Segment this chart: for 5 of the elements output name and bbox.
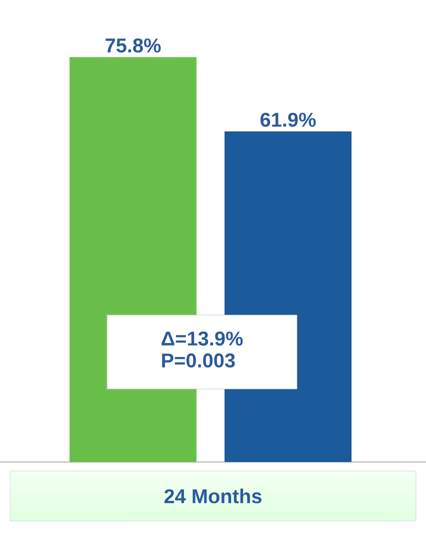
data-label: 75.8% <box>106 38 161 53</box>
annotation: P=0.003 <box>162 353 235 368</box>
annotation: Δ=13.9% <box>162 332 243 346</box>
data-label: 61.9% <box>260 112 316 127</box>
x-axis-title: 24 Months <box>164 488 262 504</box>
